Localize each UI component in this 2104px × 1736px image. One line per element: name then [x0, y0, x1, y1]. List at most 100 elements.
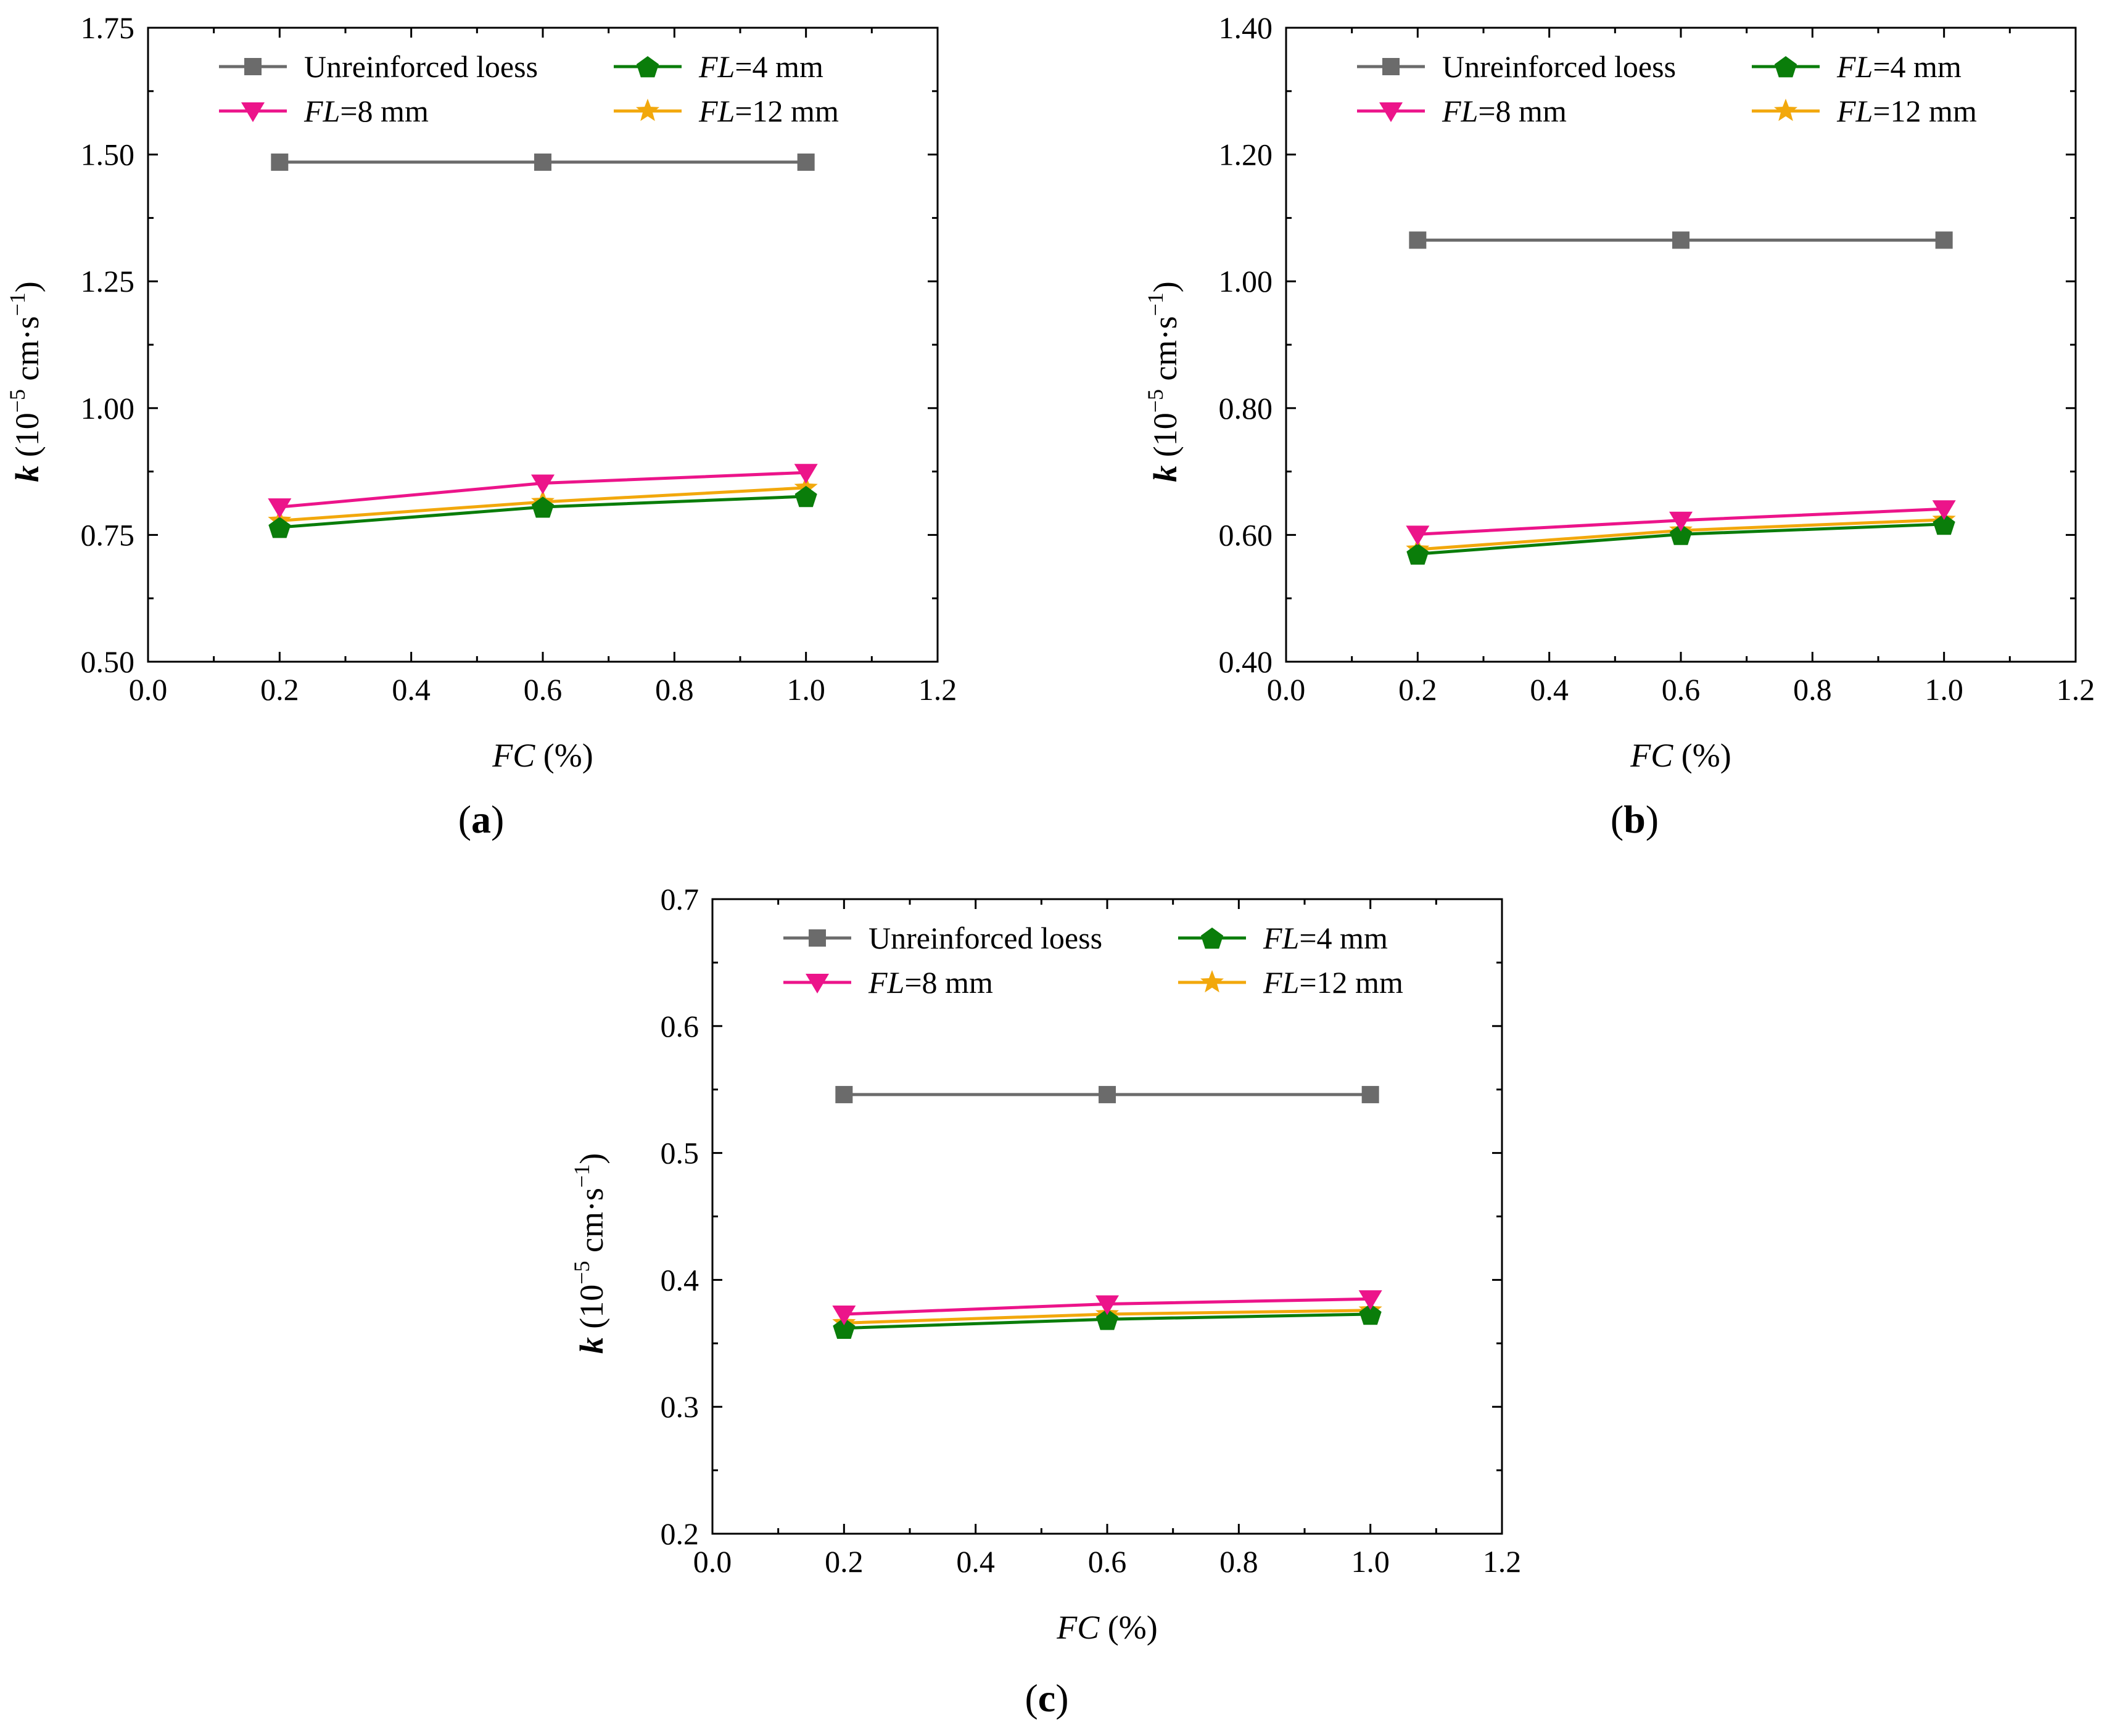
data-point [268, 498, 292, 519]
data-point [1409, 231, 1427, 249]
y-tick-label: 1.40 [1219, 10, 1273, 45]
data-point [1406, 543, 1429, 565]
x-tick-label: 0.2 [260, 672, 299, 707]
series-fl-8-mm [268, 464, 818, 519]
data-point [797, 153, 815, 171]
x-tick-label: 1.0 [1925, 672, 1963, 707]
y-tick-label: 1.25 [81, 264, 135, 298]
panel-label: (a) [458, 797, 505, 841]
data-point [1095, 1309, 1119, 1330]
y-tick-label: 1.75 [81, 10, 135, 45]
data-point [833, 1317, 856, 1339]
legend: Unreinforced loess FL=4 mm FL=8 mm FL=12 mm [1357, 49, 1977, 128]
series-fl-8-mm [832, 1290, 1382, 1325]
legend-marker [809, 929, 826, 947]
legend-label: Unreinforced loess [304, 49, 538, 84]
y-tick-label: 0.50 [81, 644, 135, 679]
data-point [534, 153, 551, 171]
y-tick-label: 0.3 [661, 1389, 699, 1424]
y-axis: 0.2 0.3 0.4 0.5 0.6 0.7 [661, 882, 1502, 1551]
data-point [832, 1305, 856, 1325]
series-fl-4-mm [268, 485, 817, 538]
x-axis: 0.0 0.2 0.4 0.6 0.8 1.0 1.2 [1267, 28, 2095, 707]
legend-marker [1200, 928, 1224, 949]
panel-a: 0.0 0.2 0.4 0.6 0.8 1.0 1.2 0.50 0.75 1.00 1.25 1.5… [5, 10, 957, 841]
x-tick-label: 0.8 [1793, 672, 1832, 707]
x-tick-label: 0.8 [655, 672, 694, 707]
data-point [271, 153, 289, 171]
y-axis-title: k (10−5 cm·s−1) [569, 1153, 610, 1354]
legend-item: FL=12 mm [1178, 965, 1403, 1000]
series-fl-4-mm [833, 1304, 1382, 1339]
legend-label: Unreinforced loess [868, 921, 1102, 955]
legend-label: FL=4 mm [698, 49, 823, 84]
legend: Unreinforced loess FL=4 mm FL=8 mm FL=12 mm [783, 921, 1403, 1000]
panel-b: 0.0 0.2 0.4 0.6 0.8 1.0 1.2 0.40 0.60 0.80 1.00 1.2… [1143, 10, 2095, 841]
x-tick-label: 1.2 [1483, 1544, 1522, 1579]
legend-label: Unreinforced loess [1442, 49, 1676, 84]
legend-label: FL=4 mm [1263, 921, 1388, 955]
data-point [1099, 1085, 1116, 1103]
y-tick-label: 0.7 [661, 882, 699, 916]
x-tick-label: 0.4 [1530, 672, 1569, 707]
series-fl-4-mm [1406, 513, 1955, 565]
y-tick-label: 1.00 [1219, 264, 1273, 298]
legend-marker [1200, 970, 1224, 993]
y-tick-label: 0.5 [661, 1136, 699, 1170]
legend: Unreinforced loess FL=4 mm FL=8 mm FL=12 mm [219, 49, 839, 128]
legend-item: FL=4 mm [614, 49, 823, 84]
legend-marker [1774, 56, 1797, 78]
y-tick-label: 0.4 [661, 1262, 699, 1297]
x-tick-label: 0.2 [825, 1544, 864, 1579]
y-tick-label: 1.20 [1219, 138, 1273, 172]
data-point [794, 464, 818, 484]
x-axis-title: FC (%) [492, 737, 593, 774]
x-tick-label: 0.4 [956, 1544, 995, 1579]
legend-item: Unreinforced loess [783, 921, 1102, 955]
y-tick-label: 0.2 [661, 1516, 699, 1551]
panel-label: (b) [1611, 797, 1659, 841]
y-axis: 0.50 0.75 1.00 1.25 1.50 1.75 [81, 10, 938, 679]
legend-label: FL=12 mm [698, 94, 839, 128]
x-axis: 0.0 0.2 0.4 0.6 0.8 1.0 1.2 [693, 899, 1522, 1579]
data-point [1406, 525, 1430, 546]
x-axis-title: FC (%) [1630, 737, 1731, 774]
legend-label: FL=12 mm [1836, 94, 1977, 128]
x-tick-label: 0.6 [1662, 672, 1701, 707]
data-point [1932, 500, 1956, 520]
legend-item: FL=4 mm [1178, 921, 1388, 955]
data-point [1672, 231, 1689, 249]
y-axis: 0.40 0.60 0.80 1.00 1.20 1.40 [1219, 10, 2076, 679]
legend-marker [636, 56, 659, 78]
y-axis-title: k (10−5 cm·s−1) [5, 281, 46, 482]
y-axis-title: k (10−5 cm·s−1) [1143, 281, 1184, 482]
legend-marker [636, 99, 659, 121]
x-tick-label: 0.6 [1088, 1544, 1127, 1579]
data-point [1359, 1304, 1382, 1325]
legend-marker [241, 102, 265, 122]
data-point [1095, 1295, 1119, 1315]
x-tick-label: 0.0 [1267, 672, 1306, 707]
legend-label: FL=12 mm [1263, 965, 1403, 1000]
legend-marker [244, 58, 262, 75]
legend-marker [1382, 58, 1400, 75]
data-point [794, 485, 817, 508]
data-point [1935, 231, 1953, 249]
legend-item: Unreinforced loess [219, 49, 538, 84]
x-axis-title: FC (%) [1056, 1609, 1157, 1646]
x-tick-label: 0.0 [693, 1544, 732, 1579]
legend-item: FL=12 mm [1752, 94, 1977, 128]
legend-marker [806, 974, 829, 993]
legend-item: FL=12 mm [614, 94, 839, 128]
legend-label: FL=8 mm [303, 94, 429, 128]
x-tick-label: 0.2 [1398, 672, 1437, 707]
x-axis: 0.0 0.2 0.4 0.6 0.8 1.0 1.2 [129, 28, 957, 707]
y-tick-label: 0.75 [81, 517, 135, 552]
legend-label: FL=8 mm [1442, 94, 1567, 128]
y-tick-label: 1.50 [81, 138, 135, 172]
legend-item: FL=8 mm [1357, 94, 1567, 128]
y-tick-label: 0.60 [1219, 517, 1273, 552]
data-point [531, 496, 555, 518]
panel-label: (c) [1025, 1676, 1068, 1720]
